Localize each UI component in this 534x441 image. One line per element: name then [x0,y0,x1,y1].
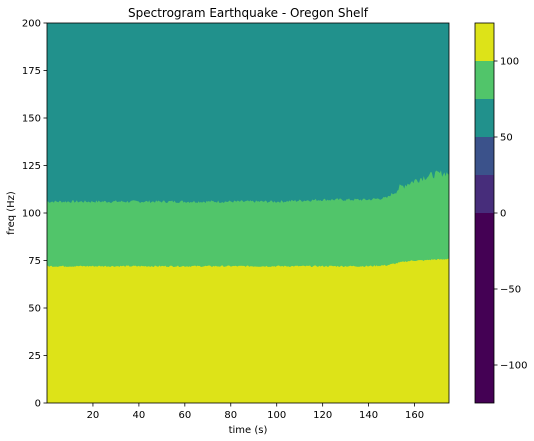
colorbar-tick-label: −50 [500,285,521,296]
colorbar-level [475,137,494,175]
colorbar-tick-label: 50 [500,133,513,144]
x-axis: 20 40 60 80 100 120 140 160 [87,403,425,421]
x-tick-label: 120 [313,410,332,421]
y-tick-label: 25 [28,351,41,362]
colorbar: −100 −50 0 50 100 [475,23,527,403]
chart-title: Spectrogram Earthquake - Oregon Shelf [128,6,369,20]
colorbar-level [475,213,494,403]
x-tick-label: 20 [87,410,100,421]
y-tick-label: 200 [22,19,41,30]
plot-area [47,23,449,403]
x-tick-label: 60 [178,410,191,421]
y-axis: 0 25 50 75 100 125 150 175 200 [22,19,47,410]
colorbar-level [475,175,494,213]
x-tick-label: 40 [133,410,146,421]
y-tick-label: 0 [35,399,41,410]
colorbar-tick-label: 0 [500,209,506,220]
x-axis-title: time (s) [229,425,268,436]
y-tick-label: 100 [22,209,41,220]
x-tick-label: 80 [224,410,237,421]
y-tick-label: 150 [22,114,41,125]
y-tick-label: 50 [28,304,41,315]
band-low [47,259,449,403]
colorbar-level [475,61,494,99]
x-tick-label: 100 [267,410,286,421]
y-tick-label: 75 [28,256,41,267]
colorbar-level [475,99,494,137]
x-tick-label: 160 [405,410,424,421]
y-tick-label: 175 [22,66,41,77]
x-tick-label: 140 [359,410,378,421]
colorbar-tick-label: −100 [500,361,527,372]
colorbar-tick-label: 100 [500,57,519,68]
colorbar-level [475,23,494,61]
y-tick-label: 125 [22,161,41,172]
y-axis-title: freq (Hz) [6,191,17,235]
